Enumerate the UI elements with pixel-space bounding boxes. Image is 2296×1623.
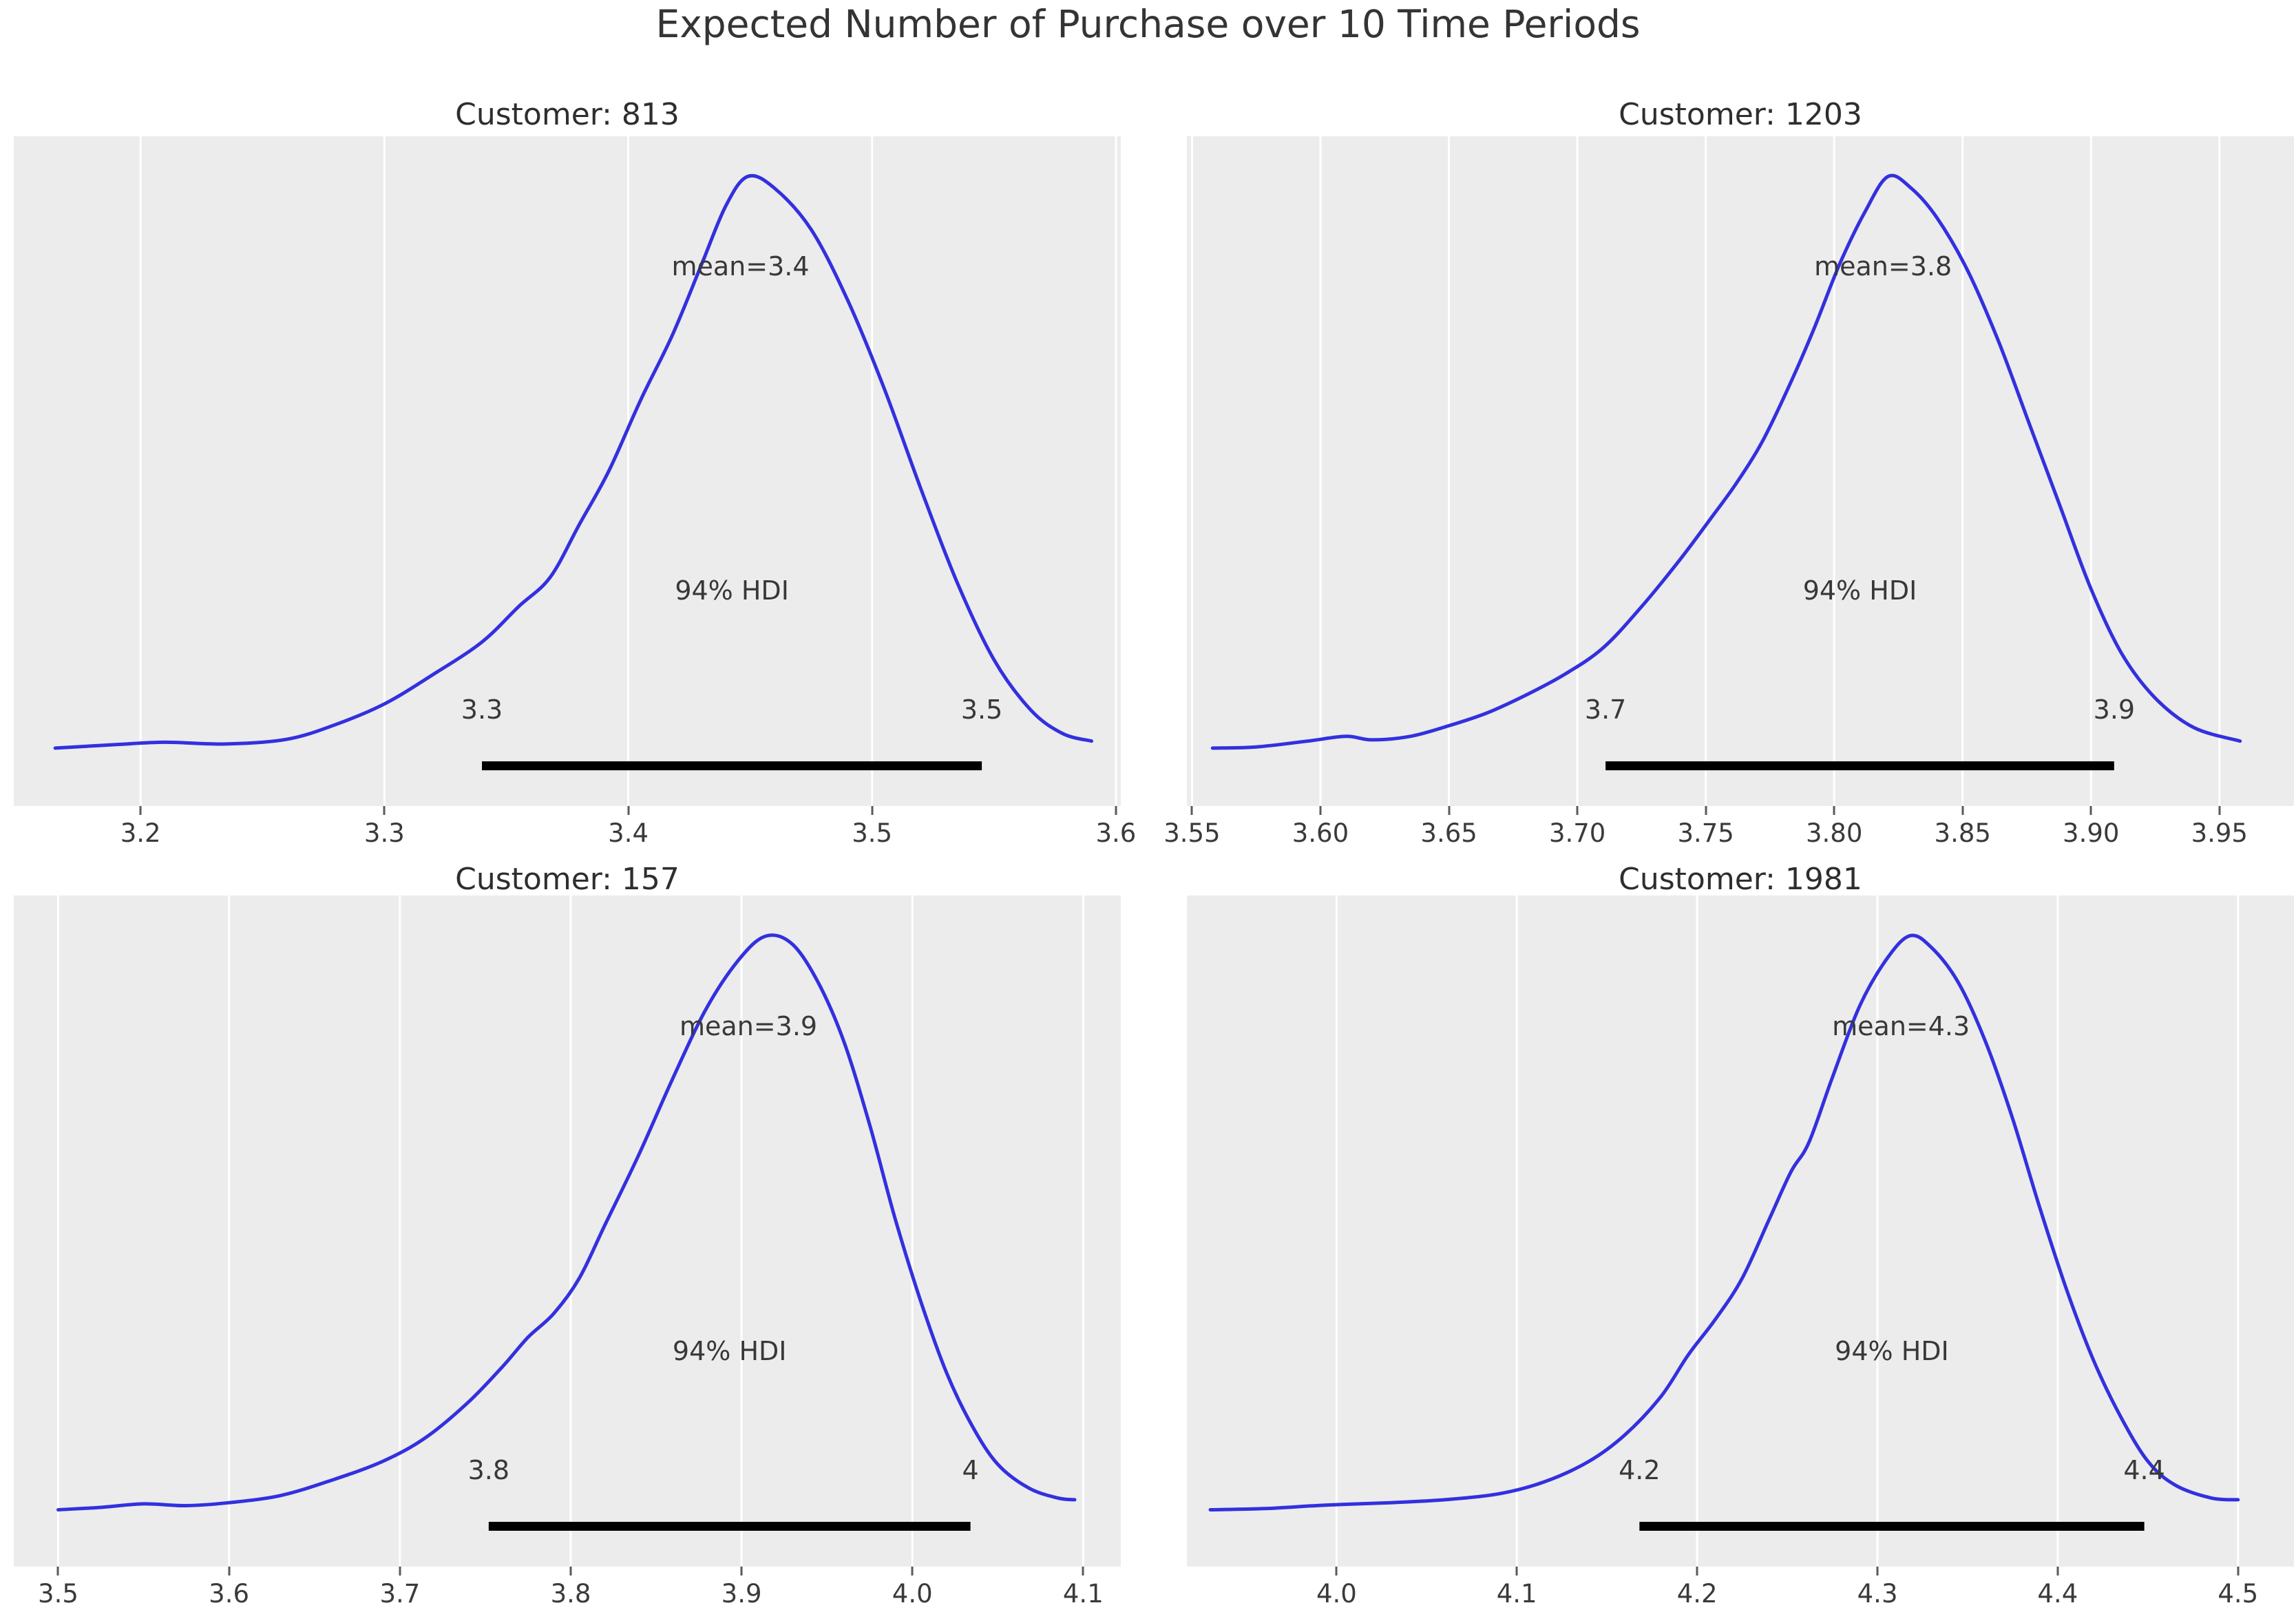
mean-annotation: mean=3.9 [680,1010,818,1041]
x-tick-mark [2089,806,2092,815]
hdi-lower-label: 3.8 [467,1455,510,1486]
plot-area: mean=3.9 94% HDI 3.8 4 [14,895,1121,1567]
density-plot [1208,895,2240,1567]
plot-area: mean=4.3 94% HDI 4.2 4.4 [1187,895,2294,1567]
subplot-title: Customer: 1203 [1619,96,1862,132]
hdi-probability-label: 94% HDI [675,575,789,606]
hdi-upper-label: 4.4 [2123,1455,2165,1486]
x-tick-mark [2056,1567,2059,1576]
x-tick-label: 4.3 [1857,1579,1898,1609]
x-tick-label: 4.2 [1676,1579,1718,1609]
x-axis: 4.0 4.1 4.2 4.3 4.4 4.5 [1187,1567,2294,1623]
x-tick-label: 3.95 [2191,818,2248,848]
x-tick-mark [139,806,142,815]
subplot-title: Customer: 813 [455,96,680,132]
x-tick-mark [1448,806,1451,815]
x-tick-label: 4.5 [2218,1579,2259,1609]
x-axis: 3.55 3.60 3.65 3.70 3.75 3.80 3.85 3.90 3.95 [1163,806,2294,862]
x-tick-label: 3.75 [1677,818,1734,848]
x-tick-mark [1876,1567,1879,1576]
x-tick-mark [228,1567,231,1576]
hdi-upper-label: 3.9 [2093,694,2136,725]
hdi-lower-label: 3.7 [1584,694,1627,725]
subplot-customer-1203: Customer: 1203 mean=3.8 94% HDI 3.7 3.9 … [1163,48,2294,862]
hdi-lower-label: 3.3 [461,694,503,725]
x-tick-label: 3.55 [1163,818,1221,848]
x-tick-label: 3.65 [1420,818,1477,848]
x-tick-mark [1705,806,1707,815]
subplot-customer-1981: Customer: 1981 mean=4.3 94% HDI 4.2 4.4 … [1187,862,2294,1623]
x-tick-label: 4.0 [892,1579,933,1609]
x-tick-label: 3.5 [852,818,893,848]
x-axis: 3.2 3.3 3.4 3.5 3.6 [14,806,1136,862]
figure-title: Expected Number of Purchase over 10 Time… [655,2,1641,46]
x-tick-label: 3.9 [721,1579,762,1609]
x-tick-label: 3.7 [379,1579,421,1609]
x-tick-mark [1115,806,1117,815]
x-tick-label: 3.5 [38,1579,78,1609]
x-tick-mark [1335,1567,1338,1576]
subplot-customer-157: Customer: 157 mean=3.9 94% HDI 3.8 4 3.5… [14,862,1121,1623]
x-tick-label: 3.70 [1548,818,1606,848]
density-plot [53,136,1117,806]
hdi-lower-label: 4.2 [1619,1455,1661,1486]
x-tick-label: 3.3 [364,818,405,848]
x-tick-label: 3.80 [1805,818,1863,848]
x-tick-mark [569,1567,572,1576]
subplot-title: Customer: 157 [455,861,680,897]
x-tick-mark [1696,1567,1698,1576]
subplot-customer-813: Customer: 813 mean=3.4 94% HDI 3.3 3.5 3… [14,48,1136,862]
hdi-probability-label: 94% HDI [1802,575,1917,606]
x-tick-mark [1319,806,1322,815]
x-tick-label: 3.8 [550,1579,591,1609]
x-tick-label: 4.4 [2037,1579,2078,1609]
plot-area: mean=3.8 94% HDI 3.7 3.9 [1187,136,2294,806]
plot-area: mean=3.4 94% HDI 3.3 3.5 [14,136,1121,806]
x-tick-mark [1576,806,1579,815]
density-curve [1210,173,2242,750]
mean-annotation: mean=3.4 [671,251,810,282]
hdi-upper-label: 3.5 [960,694,1003,725]
x-tick-label: 3.4 [608,818,649,848]
x-tick-label: 4.1 [1062,1579,1104,1609]
density-curve [1208,933,2240,1511]
x-tick-label: 4.0 [1316,1579,1357,1609]
x-tick-mark [399,1567,401,1576]
x-tick-mark [627,806,630,815]
x-tick-mark [911,1567,914,1576]
x-tick-mark [1833,806,1835,815]
hdi-upper-label: 4 [962,1455,979,1486]
x-tick-mark [1190,806,1193,815]
x-tick-label: 3.85 [1934,818,1991,848]
x-tick-label: 3.60 [1292,818,1349,848]
x-tick-label: 3.2 [120,818,161,848]
x-tick-mark [871,806,874,815]
x-tick-mark [2218,806,2221,815]
mean-annotation: mean=4.3 [1832,1010,1970,1041]
x-axis: 3.5 3.6 3.7 3.8 3.9 4.0 4.1 [14,1567,1121,1623]
subplot-title: Customer: 1981 [1619,861,1862,897]
mean-annotation: mean=3.8 [1814,251,1952,282]
x-tick-label: 3.90 [2063,818,2120,848]
x-tick-mark [383,806,386,815]
x-tick-mark [1961,806,1964,815]
hdi-probability-label: 94% HDI [672,1335,787,1366]
x-tick-mark [56,1567,59,1576]
x-tick-label: 3.6 [1095,818,1137,848]
density-curve [56,933,1077,1511]
subplot-grid: Customer: 813 mean=3.4 94% HDI 3.3 3.5 3… [0,48,2296,1623]
density-plot [56,895,1084,1567]
x-tick-mark [1082,1567,1084,1576]
hdi-probability-label: 94% HDI [1835,1335,1949,1366]
density-curve [53,173,1093,750]
density-plot [1190,136,2242,806]
x-tick-mark [2237,1567,2240,1576]
x-tick-mark [1515,1567,1518,1576]
x-tick-label: 3.6 [209,1579,250,1609]
x-tick-label: 4.1 [1496,1579,1537,1609]
x-tick-mark [740,1567,743,1576]
